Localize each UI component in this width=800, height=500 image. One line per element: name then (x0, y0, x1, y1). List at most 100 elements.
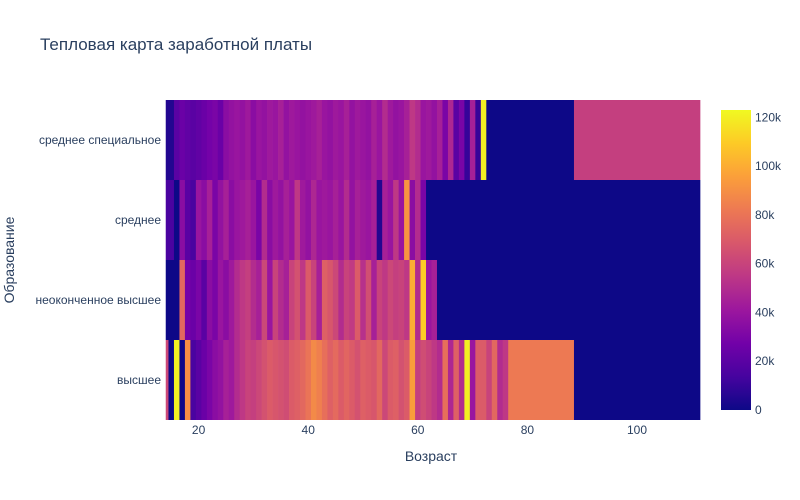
heatmap-cell (332, 340, 339, 420)
heatmap-cell (212, 340, 219, 420)
heatmap-cell (195, 100, 202, 180)
heatmap-cell (173, 340, 180, 420)
heatmap-cell (343, 100, 350, 180)
heatmap-cell (415, 100, 421, 180)
heatmap-cell (245, 180, 252, 260)
heatmap-cell (436, 340, 443, 420)
heatmap-cell (256, 340, 262, 420)
heatmap-cell (365, 340, 372, 420)
heatmap-cell (206, 340, 213, 420)
heatmap-cell (447, 100, 454, 180)
heatmap-cell (223, 100, 230, 180)
heatmap-cell (261, 340, 268, 420)
heatmap-cell (278, 260, 284, 340)
heatmap-cell (436, 260, 701, 340)
heatmap-cell (305, 340, 312, 420)
colorbar-tick-label: 20k (755, 354, 775, 368)
heatmap-cell (316, 180, 323, 260)
heatmap-cell (420, 260, 427, 340)
heatmap-cell (239, 100, 246, 180)
heatmap-cell (217, 100, 224, 180)
heatmap-cell (206, 100, 213, 180)
heatmap-cell (261, 260, 268, 340)
heatmap-cell (354, 340, 361, 420)
heatmap-cell (245, 340, 252, 420)
heatmap-cell (223, 180, 230, 260)
heatmap-cell (228, 180, 235, 260)
heatmap-cell (349, 260, 356, 340)
x-tick-label: 80 (521, 423, 535, 437)
heatmap-cell (398, 340, 405, 420)
heatmap-cell (398, 100, 405, 180)
heatmap-cell (382, 100, 389, 180)
heatmap-cell (294, 100, 301, 180)
heatmap-cell (420, 100, 427, 180)
colorbar-tick-label: 80k (755, 208, 775, 222)
heatmap-cell (475, 100, 482, 180)
heatmap-cell (195, 260, 202, 340)
heatmap-cell (426, 180, 701, 260)
heatmap-cell (184, 100, 191, 180)
heatmap-cell (431, 340, 438, 420)
heatmap-cell (332, 180, 339, 260)
heatmap-cell (278, 340, 284, 420)
heatmap-cell (436, 100, 443, 180)
heatmap-cell (283, 180, 290, 260)
heatmap-cell (371, 180, 378, 260)
heatmap-cell (321, 180, 328, 260)
heatmap-cell (573, 340, 701, 420)
heatmap-cell (404, 260, 410, 340)
heatmap-cell (502, 340, 509, 420)
heatmap-cell (173, 180, 180, 260)
heatmap-cell (212, 100, 219, 180)
heatmap-cell (256, 260, 262, 340)
heatmap-cell (234, 340, 241, 420)
heatmap-cell (327, 180, 334, 260)
heatmap-cell (289, 260, 295, 340)
heatmap-cell (376, 180, 383, 260)
heatmap-cell (321, 100, 328, 180)
heatmap-cell (206, 260, 213, 340)
heatmap-cell (398, 260, 405, 340)
heatmap-cell (387, 180, 394, 260)
heatmap-cell (343, 180, 350, 260)
heatmap-cell (184, 260, 191, 340)
heatmap-cell (250, 180, 257, 260)
heatmap-cell (168, 340, 175, 420)
heatmap-cell (387, 260, 394, 340)
heatmap-cell (393, 340, 399, 420)
x-tick-label: 100 (627, 423, 647, 437)
heatmap-cell (382, 260, 389, 340)
heatmap-cell (165, 340, 169, 420)
heatmap-cell (404, 180, 410, 260)
heatmap-cell (338, 100, 345, 180)
heatmap-cell (316, 340, 323, 420)
heatmap-cell (201, 100, 208, 180)
heatmap-cell (458, 100, 465, 180)
heatmap-cell (486, 340, 493, 420)
heatmap-cell (195, 180, 202, 260)
heatmap-cell (447, 340, 454, 420)
heatmap-cell (321, 260, 328, 340)
heatmap-cell (239, 180, 246, 260)
heatmap-cell (165, 180, 175, 260)
heatmap-cell (387, 100, 394, 180)
heatmap-cell (573, 100, 701, 180)
heatmap-cell (371, 100, 378, 180)
heatmap-cell (349, 100, 356, 180)
heatmap-cell (442, 340, 449, 420)
heatmap-cell (415, 340, 421, 420)
heatmap-cell (365, 180, 372, 260)
heatmap-cell (305, 100, 312, 180)
heatmap-cell (299, 260, 306, 340)
heatmap-cell (393, 260, 399, 340)
heatmap-cell (349, 180, 356, 260)
heatmap-cell (371, 260, 378, 340)
heatmap-cell (299, 180, 306, 260)
heatmap-cell (491, 340, 498, 420)
heatmap-cell (190, 100, 197, 180)
heatmap-cell (234, 100, 241, 180)
heatmap-cell (234, 180, 241, 260)
